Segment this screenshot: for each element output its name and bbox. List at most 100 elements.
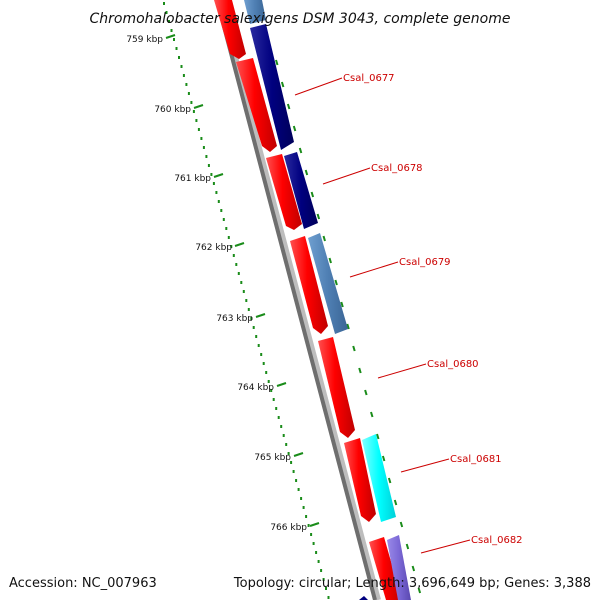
track-dash bbox=[346, 323, 350, 330]
gc-dot bbox=[265, 371, 268, 374]
cds-forward bbox=[214, 0, 246, 59]
gc-dot bbox=[252, 326, 255, 329]
track-dash bbox=[364, 389, 368, 396]
gc-dot bbox=[175, 47, 178, 50]
track-dash bbox=[399, 521, 404, 528]
gc-dot bbox=[197, 128, 200, 131]
scale-tick bbox=[193, 104, 204, 109]
cds-reverse bbox=[359, 596, 368, 600]
gc-dot bbox=[187, 92, 190, 95]
gene-leader-line bbox=[349, 261, 399, 278]
gc-dot bbox=[200, 137, 203, 140]
scale-tick-label: 762 kbp bbox=[195, 243, 232, 253]
gc-dot bbox=[305, 515, 308, 518]
scale-tick-label: 761 kbp bbox=[174, 174, 211, 184]
accession-label: Accession: NC_007963 bbox=[9, 576, 157, 591]
gc-dot bbox=[317, 560, 320, 563]
gene-leader-line bbox=[377, 363, 427, 379]
gc-dot bbox=[225, 227, 228, 230]
gene-leader-line bbox=[294, 77, 343, 96]
gc-dot bbox=[222, 218, 225, 221]
scale-tick-label: 760 kbp bbox=[154, 105, 191, 115]
track-dash bbox=[411, 565, 416, 572]
gc-dot bbox=[315, 551, 318, 554]
track-dash bbox=[292, 125, 297, 132]
gc-dot bbox=[290, 461, 293, 464]
backbone-shadow bbox=[217, 0, 381, 600]
gc-dot bbox=[325, 587, 327, 590]
track-dash bbox=[334, 279, 338, 286]
gc-dot bbox=[287, 452, 290, 455]
gc-dot bbox=[262, 362, 265, 365]
gc-dot bbox=[168, 20, 170, 23]
gc-dot bbox=[210, 173, 213, 176]
gc-dot bbox=[295, 479, 298, 482]
gc-dot bbox=[240, 281, 243, 284]
scale-tick bbox=[234, 242, 245, 247]
cds-forward bbox=[344, 438, 376, 522]
gc-dot bbox=[250, 317, 253, 320]
gc-dot bbox=[320, 569, 323, 572]
gc-dot bbox=[275, 407, 278, 410]
map-title: Chromohalobacter salexigens DSM 3043, co… bbox=[90, 11, 511, 27]
gc-dot bbox=[217, 200, 220, 203]
gc-dot bbox=[270, 389, 273, 392]
cds-forward bbox=[369, 537, 402, 600]
gc-dot bbox=[202, 146, 205, 149]
track-dash bbox=[310, 191, 315, 198]
forward-strand-genes bbox=[214, 0, 402, 600]
scale-tick bbox=[213, 173, 224, 178]
gc-dot bbox=[255, 335, 258, 338]
cds-forward bbox=[318, 337, 355, 438]
scale-tick bbox=[276, 382, 287, 387]
gc-dot bbox=[242, 290, 245, 293]
gene-label: Csal_0680 bbox=[427, 359, 479, 370]
scale-ticks: 759 kbp 760 kbp 761 kbp 762 kbp 763 kbp 764 k… bbox=[126, 34, 320, 533]
gc-dot bbox=[215, 191, 218, 194]
gc-dot bbox=[300, 497, 303, 500]
outer-dashed-track bbox=[275, 59, 422, 594]
gc-dot bbox=[190, 101, 193, 104]
gc-dot bbox=[257, 344, 260, 347]
gc-dot bbox=[182, 74, 185, 77]
gc-dot bbox=[247, 308, 250, 311]
gene-label: Csal_0681 bbox=[450, 454, 502, 465]
track-dash bbox=[328, 257, 332, 264]
gene-label: Csal_0677 bbox=[343, 73, 395, 84]
scale-tick-label: 763 kbp bbox=[216, 314, 253, 324]
gc-dot bbox=[267, 380, 270, 383]
gc-content-track bbox=[163, 2, 330, 599]
gene-label: Csal_0682 bbox=[471, 535, 523, 546]
cds-reverse bbox=[250, 24, 294, 150]
gc-dot bbox=[237, 272, 240, 275]
gc-dot bbox=[207, 164, 210, 167]
gc-dot bbox=[220, 209, 223, 212]
genome-summary: Topology: circular; Length: 3,696,649 bp… bbox=[233, 576, 591, 591]
scale-tick bbox=[165, 34, 176, 39]
track-dash bbox=[381, 455, 386, 462]
gc-dot bbox=[302, 506, 305, 509]
gc-dot bbox=[292, 470, 295, 473]
gc-dot bbox=[260, 353, 263, 356]
track-dash bbox=[376, 433, 380, 440]
track-dash bbox=[286, 103, 291, 110]
gc-dot bbox=[163, 2, 165, 5]
gc-dot bbox=[180, 65, 183, 68]
gc-dot bbox=[327, 596, 330, 599]
track-dash bbox=[417, 587, 422, 594]
gc-dot bbox=[272, 398, 275, 401]
gc-dot bbox=[170, 29, 173, 32]
cds-reverse bbox=[387, 535, 411, 600]
gc-dot bbox=[232, 254, 235, 257]
gene-labels: Csal_0677 Csal_0678 Csal_0679 Csal_0680 Csal… bbox=[294, 73, 523, 554]
gc-dot bbox=[307, 524, 310, 527]
backbone-line bbox=[215, 0, 377, 600]
gc-dot bbox=[310, 533, 313, 536]
scale-tick bbox=[255, 313, 266, 318]
gc-dot bbox=[297, 488, 300, 491]
cds-reverse bbox=[284, 152, 318, 229]
gc-dot bbox=[322, 578, 325, 581]
gene-leader-line bbox=[400, 458, 450, 473]
track-dash bbox=[322, 235, 326, 242]
track-dash bbox=[275, 59, 279, 66]
